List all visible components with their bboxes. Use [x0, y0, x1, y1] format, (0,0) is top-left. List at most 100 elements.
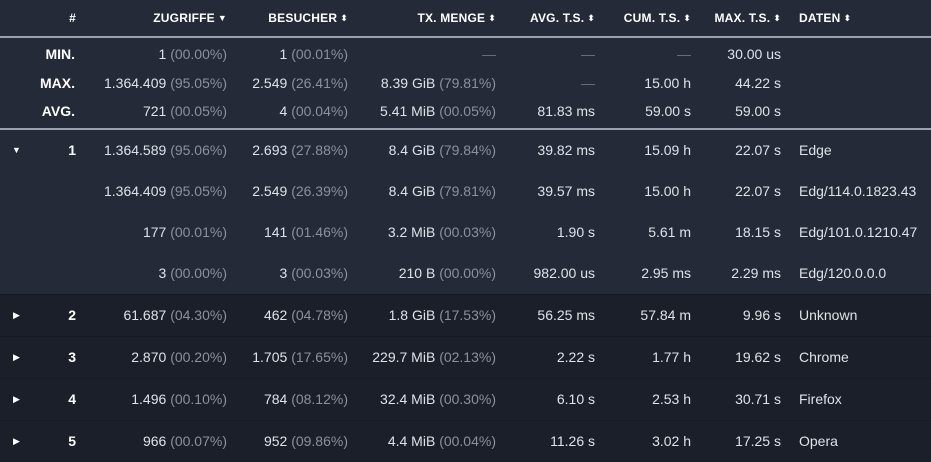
header-tx-label: TX. MENGE	[417, 11, 486, 25]
visitors-cell: 4 (00.04%)	[235, 97, 356, 130]
table-row[interactable]: ▼ 1 1.364.589 (95.06%) 2.693 (27.88%) 8.…	[0, 128, 931, 171]
avg-ts-cell: 11.26 s	[504, 419, 603, 462]
max-ts-cell: 59.00 s	[699, 97, 789, 130]
table-row[interactable]: ▶ 2 61.687 (04.30%) 462 (04.78%) 1.8 GiB…	[0, 293, 931, 336]
header-data-label: DATEN	[799, 11, 841, 25]
summary-row-avg: AVG. 721 (00.05%) 4 (00.04%) 5.41 MiB (0…	[0, 97, 931, 130]
header-max-ts[interactable]: MAX. T.S. ⬍	[699, 0, 789, 38]
max-ts-cell: 22.07 s	[735, 183, 781, 199]
header-tx[interactable]: TX. MENGE ⬍	[356, 0, 504, 38]
data-cell: Unknown	[789, 293, 931, 336]
summary-row-min: MIN. 1 (00.00%) 1 (00.01%) — — — 30.00 u…	[0, 37, 931, 69]
hits-cell: 177 (00.01%)	[142, 224, 227, 240]
collapse-icon[interactable]: ▼	[0, 128, 33, 171]
hits-cell: 1.364.589 (95.06%)	[87, 128, 235, 171]
summary-label: MAX.	[40, 74, 75, 91]
sort-icon: ⬍	[773, 13, 781, 23]
hits-cell: 61.687 (04.30%)	[87, 293, 235, 336]
summary-label: AVG.	[33, 97, 87, 130]
avg-ts-cell: —	[581, 74, 595, 91]
tx-cell: 5.41 MiB (00.05%)	[356, 97, 504, 130]
table-subrow: 177 (00.01%) 141 (01.46%) 3.2 MiB (00.03…	[0, 212, 931, 253]
max-ts-cell: 44.22 s	[735, 74, 781, 91]
cum-ts-cell: 15.00 h	[644, 74, 691, 91]
header-visitors[interactable]: BESUCHER ⬍	[235, 0, 356, 38]
visitors-cell: 462 (04.78%)	[235, 293, 356, 336]
avg-ts-cell: 6.10 s	[504, 377, 603, 420]
max-ts-cell: 17.25 s	[699, 419, 789, 462]
hits-cell: 721 (00.05%)	[87, 97, 235, 130]
header-avg-ts-label: AVG. T.S.	[529, 11, 585, 25]
hits-cell: 1.364.409 (95.05%)	[104, 74, 227, 91]
visitors-cell: 3 (00.03%)	[279, 265, 349, 281]
data-cell: Edge	[789, 128, 931, 171]
avg-ts-cell: 982.00 us	[533, 265, 596, 281]
sort-icon: ⬍	[340, 13, 348, 23]
expand-icon[interactable]: ▶	[0, 335, 33, 378]
cum-ts-cell: 2.53 h	[603, 377, 699, 420]
data-cell: Chrome	[789, 335, 931, 378]
row-index: 3	[33, 335, 87, 378]
cum-ts-cell: 15.00 h	[644, 183, 691, 199]
avg-ts-cell: 2.22 s	[504, 335, 603, 378]
cum-ts-cell: 5.61 m	[648, 224, 691, 240]
header-cum-ts[interactable]: CUM. T.S. ⬍	[603, 0, 699, 38]
cum-ts-cell: 57.84 m	[603, 293, 699, 336]
table-subrow: 3 (00.00%) 3 (00.03%) 210 B (00.00%) 982…	[0, 253, 931, 295]
avg-ts-cell: 1.90 s	[556, 224, 595, 240]
header-visitors-label: BESUCHER	[268, 11, 338, 25]
cum-ts-cell: 1.77 h	[603, 335, 699, 378]
sort-icon: ⬍	[587, 13, 595, 23]
hits-cell: 1 (00.00%)	[158, 46, 228, 63]
tx-cell: 1.8 GiB (17.53%)	[356, 293, 504, 336]
sort-desc-icon: ▼	[217, 13, 227, 23]
visitors-cell: 784 (08.12%)	[235, 377, 356, 420]
table-row[interactable]: ▶ 4 1.496 (00.10%) 784 (08.12%) 32.4 MiB…	[0, 377, 931, 420]
expand-icon[interactable]: ▶	[0, 377, 33, 420]
avg-ts-cell: 81.83 ms	[504, 97, 603, 130]
tx-cell: 210 B (00.00%)	[398, 265, 496, 281]
header-avg-ts[interactable]: AVG. T.S. ⬍	[504, 0, 603, 38]
data-cell: Edg/114.0.1823.43	[799, 183, 917, 199]
summary-label: MIN.	[45, 46, 75, 63]
expand-icon[interactable]: ▶	[0, 293, 33, 336]
table-subrow: 1.364.409 (95.05%) 2.549 (26.39%) 8.4 Gi…	[0, 171, 931, 212]
tx-cell: 8.39 GiB (79.81%)	[380, 74, 496, 91]
table-row[interactable]: ▶ 5 966 (00.07%) 952 (09.86%) 4.4 MiB (0…	[0, 419, 931, 462]
expand-icon[interactable]: ▶	[0, 419, 33, 462]
table-row[interactable]: ▶ 3 2.870 (00.20%) 1.705 (17.65%) 229.7 …	[0, 335, 931, 378]
sort-icon: ⬍	[683, 13, 691, 23]
max-ts-cell: 19.62 s	[699, 335, 789, 378]
sort-icon: ⬍	[488, 13, 496, 23]
avg-ts-cell: 56.25 ms	[504, 293, 603, 336]
visitors-cell: 2.549 (26.39%)	[252, 183, 348, 199]
tx-cell: 3.2 MiB (00.03%)	[387, 224, 496, 240]
visitors-cell: 2.693 (27.88%)	[235, 128, 356, 171]
summary-section: MIN. 1 (00.00%) 1 (00.01%) — — — 30.00 u…	[0, 37, 931, 130]
header-cum-ts-label: CUM. T.S.	[623, 11, 681, 25]
table-header: # ZUGRIFFE ▼ BESUCHER ⬍ TX. MENGE ⬍ AVG. T.…	[0, 0, 931, 38]
header-data[interactable]: DATEN ⬍	[789, 0, 931, 38]
header-index: #	[33, 0, 87, 38]
visitors-cell: 141 (01.46%)	[263, 224, 348, 240]
tx-cell: 8.4 GiB (79.84%)	[356, 128, 504, 171]
visitors-cell: 1.705 (17.65%)	[235, 335, 356, 378]
cum-ts-cell: 2.95 ms	[641, 265, 691, 281]
tx-cell: 8.4 GiB (79.81%)	[388, 183, 496, 199]
header-hits[interactable]: ZUGRIFFE ▼	[87, 0, 235, 38]
avg-ts-cell: 39.82 ms	[504, 128, 603, 171]
avg-ts-cell: 39.57 ms	[537, 183, 595, 199]
hits-cell: 3 (00.00%)	[158, 265, 228, 281]
header-hits-label: ZUGRIFFE	[153, 11, 215, 25]
hits-cell: 1.364.409 (95.05%)	[104, 183, 227, 199]
data-cell: Opera	[789, 419, 931, 462]
cum-ts-cell: 3.02 h	[603, 419, 699, 462]
row-index: 2	[33, 293, 87, 336]
max-ts-cell: 2.29 ms	[731, 265, 781, 281]
header-expand	[0, 0, 33, 38]
tx-cell: 32.4 MiB (00.30%)	[356, 377, 504, 420]
header-max-ts-label: MAX. T.S.	[714, 11, 771, 25]
row-index: 1	[33, 128, 87, 171]
row-index	[33, 253, 87, 295]
